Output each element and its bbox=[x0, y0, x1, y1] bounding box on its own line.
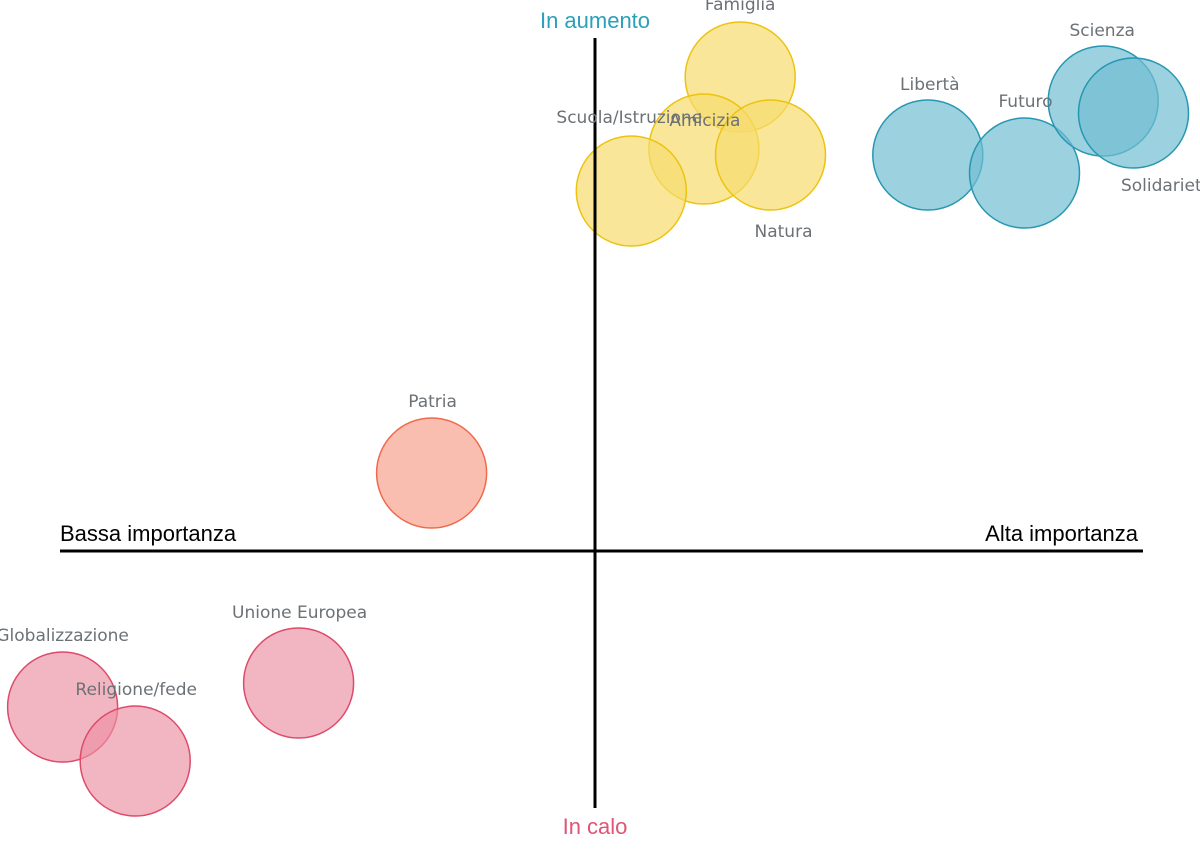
bubble-label-religione-fede: Religione/fede bbox=[75, 680, 197, 700]
bubble-label-unione-europea: Unione Europea bbox=[232, 603, 367, 623]
bubble-solidariet bbox=[1077, 57, 1190, 169]
y-axis-positive-label: In aumento bbox=[540, 8, 650, 33]
bubble-label-globalizzazione: Globalizzazione bbox=[0, 626, 129, 646]
y-axis-negative-label: In calo bbox=[563, 814, 628, 839]
bubble-scuola-istruzione bbox=[575, 135, 688, 247]
bubble-libert bbox=[872, 99, 984, 211]
bubble-label-scienza: Scienza bbox=[1069, 21, 1134, 41]
bubbles-layer bbox=[6, 21, 1190, 817]
bubble-label-natura: Natura bbox=[755, 222, 813, 242]
bubble-religione-fede bbox=[79, 705, 191, 817]
x-axis-positive-label: Alta importanza bbox=[985, 521, 1139, 546]
bubble-label-libert: Libertà bbox=[900, 75, 960, 95]
x-axis-negative-label: Bassa importanza bbox=[60, 521, 237, 546]
bubble-label-amicizia: Amicizia bbox=[669, 111, 740, 131]
bubble-natura bbox=[714, 99, 827, 211]
bubble-label-solidariet: Solidarietà bbox=[1121, 176, 1200, 196]
bubble-label-futuro: Futuro bbox=[998, 92, 1052, 112]
bubble-label-scuola-istruzione: Scuola/Istruzione bbox=[556, 108, 702, 128]
bubble-label-famiglia: Famiglia bbox=[705, 0, 776, 15]
bubble-patria bbox=[375, 417, 488, 529]
bubble-unione-europea bbox=[242, 627, 355, 739]
bubble-futuro bbox=[968, 117, 1081, 229]
bubble-label-patria: Patria bbox=[408, 392, 457, 412]
